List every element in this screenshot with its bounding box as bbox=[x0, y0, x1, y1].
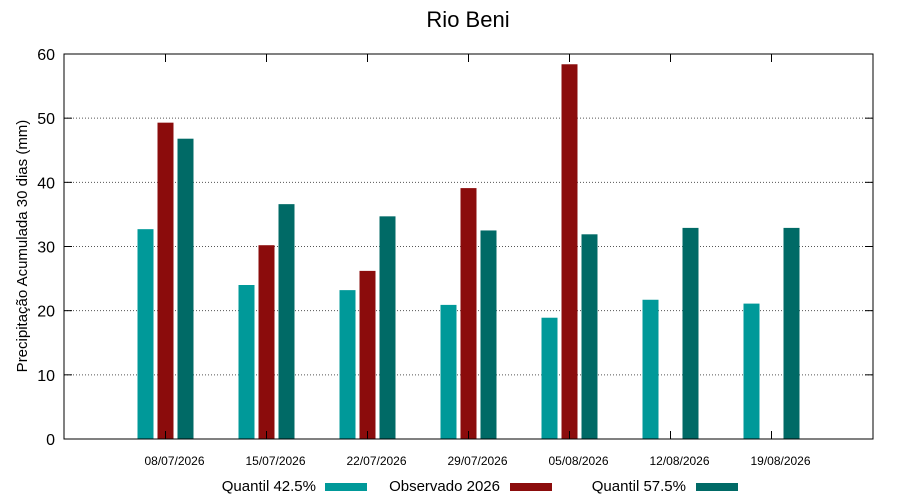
y-axis-ticks: 0 10 20 30 40 50 60 bbox=[37, 47, 873, 449]
legend-label: Quantil 42.5% bbox=[222, 478, 316, 495]
legend-label: Observado 2026 bbox=[389, 478, 500, 495]
x-tick-label: 12/08/2026 bbox=[649, 454, 709, 468]
bar bbox=[783, 227, 800, 439]
bar bbox=[177, 138, 194, 439]
bar bbox=[339, 290, 356, 439]
bar bbox=[581, 234, 598, 439]
bar bbox=[278, 204, 295, 439]
x-tick-label: 15/07/2026 bbox=[245, 454, 305, 468]
x-tick-label: 29/07/2026 bbox=[447, 454, 507, 468]
bar bbox=[743, 303, 760, 439]
bar bbox=[379, 216, 396, 439]
legend-swatch bbox=[510, 483, 552, 491]
y-tick-label: 50 bbox=[37, 111, 55, 128]
y-tick-label: 10 bbox=[37, 368, 55, 385]
bar bbox=[561, 64, 578, 440]
y-tick-label: 30 bbox=[37, 240, 55, 257]
bar bbox=[157, 122, 174, 440]
chart-title: Rio Beni bbox=[426, 7, 509, 32]
y-tick-label: 40 bbox=[37, 175, 55, 192]
bar bbox=[642, 299, 659, 439]
x-tick-label: 08/07/2026 bbox=[144, 454, 204, 468]
bar bbox=[541, 317, 558, 439]
bar bbox=[480, 230, 497, 439]
bar bbox=[258, 245, 275, 439]
y-tick-label: 0 bbox=[46, 432, 55, 449]
legend-label: Quantil 57.5% bbox=[592, 478, 686, 495]
bar bbox=[460, 188, 477, 439]
bars bbox=[137, 64, 800, 440]
y-tick-label: 60 bbox=[37, 47, 55, 64]
y-axis-label: Precipitação Acumulada 30 dias (mm) bbox=[14, 120, 31, 373]
bar bbox=[137, 229, 154, 439]
bar bbox=[238, 285, 255, 439]
legend-swatch bbox=[696, 483, 738, 491]
x-tick-label: 19/08/2026 bbox=[750, 454, 810, 468]
x-axis-ticks: 08/07/2026 15/07/2026 22/07/2026 29/07/2026… bbox=[144, 54, 811, 468]
x-tick-label: 05/08/2026 bbox=[548, 454, 608, 468]
bar bbox=[359, 270, 376, 439]
legend: Quantil 42.5% Observado 2026 Quantil 57.5% bbox=[222, 478, 738, 495]
x-tick-label: 22/07/2026 bbox=[346, 454, 406, 468]
y-tick-label: 20 bbox=[37, 304, 55, 321]
bar bbox=[440, 304, 457, 439]
bar bbox=[682, 227, 699, 439]
legend-swatch bbox=[325, 483, 367, 491]
